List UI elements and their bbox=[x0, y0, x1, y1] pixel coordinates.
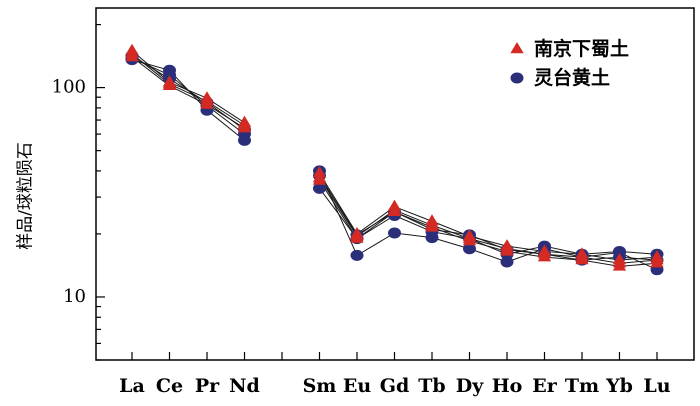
series-lines bbox=[131, 50, 658, 271]
data-point-triangle bbox=[200, 97, 214, 109]
x-tick-label-sm: Sm bbox=[303, 375, 337, 397]
data-point-triangle bbox=[312, 173, 327, 185]
data-point-triangle bbox=[650, 256, 664, 268]
x-tick-label-eu: Eu bbox=[343, 375, 371, 397]
x-tick-label-lu: Lu bbox=[643, 375, 670, 397]
x-tick-label-ce: Ce bbox=[156, 375, 183, 397]
data-point-triangle bbox=[162, 78, 177, 91]
data-point-triangle bbox=[237, 121, 252, 133]
data-point-triangle bbox=[612, 259, 627, 271]
x-axis: La Ce Pr Nd Sm Eu Gd Tb Dy Ho Er Tm Yb Lu bbox=[119, 352, 671, 397]
x-tick-label-gd: Gd bbox=[380, 375, 410, 397]
data-point-triangle bbox=[125, 50, 139, 62]
x-tick-label-tm: Tm bbox=[565, 375, 599, 397]
data-point-circle bbox=[350, 249, 364, 261]
x-tick-label-nd: Nd bbox=[229, 375, 260, 397]
data-point-triangle bbox=[387, 204, 402, 217]
data-point-circle bbox=[463, 243, 476, 255]
data-point-circle bbox=[313, 182, 326, 194]
series-markers bbox=[125, 43, 664, 276]
legend-marker-circle bbox=[510, 72, 524, 84]
legend-label: 灵台黄土 bbox=[534, 66, 610, 89]
series-line-5 bbox=[131, 55, 658, 261]
x-tick-label-ho: Ho bbox=[492, 375, 523, 397]
x-tick-label-dy: Dy bbox=[456, 375, 484, 397]
legend-label: 南京下蜀土 bbox=[534, 37, 629, 60]
data-point-triangle bbox=[537, 250, 552, 262]
legend-marker-triangle bbox=[510, 42, 524, 54]
y-axis-label: 样品/球粒陨石 bbox=[16, 142, 36, 250]
data-point-triangle bbox=[462, 234, 477, 246]
data-point-circle bbox=[500, 256, 514, 268]
y-tick-label: 100 bbox=[52, 77, 86, 98]
x-tick-label-yb: Yb bbox=[605, 375, 633, 397]
data-point-triangle bbox=[500, 244, 514, 256]
data-point-circle bbox=[388, 227, 401, 239]
y-axis: 10 100 bbox=[52, 23, 105, 361]
data-point-triangle bbox=[575, 253, 589, 265]
x-tick-label-pr: Pr bbox=[195, 375, 220, 397]
y-tick-label: 10 bbox=[63, 286, 86, 307]
x-tick-label-la: La bbox=[119, 375, 145, 397]
data-point-triangle bbox=[350, 231, 364, 243]
x-tick-label-tb: Tb bbox=[418, 375, 445, 397]
data-point-triangle bbox=[425, 220, 439, 232]
x-tick-label-er: Er bbox=[532, 375, 557, 397]
plot-frame bbox=[95, 7, 695, 361]
